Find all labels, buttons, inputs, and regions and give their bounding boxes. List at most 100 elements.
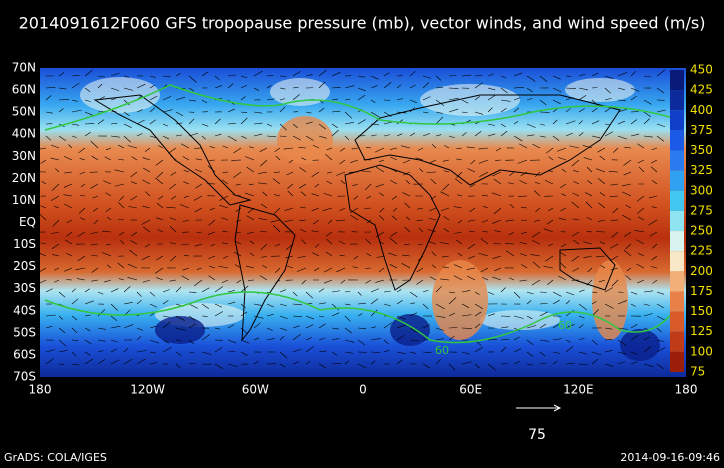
latitude-label: EQ: [19, 215, 36, 229]
colorbar-swatch: [670, 251, 684, 272]
wind-vector: [52, 254, 60, 257]
wind-vector: [623, 249, 632, 257]
wind-vector: [110, 348, 117, 353]
wind-vector: [582, 145, 593, 149]
wind-vector: [97, 359, 106, 365]
wind-vector: [312, 219, 320, 225]
wind-vectors: [36, 69, 666, 371]
wind-vector: [513, 336, 520, 341]
wind-vector: [162, 315, 170, 318]
wind-vector: [595, 168, 606, 173]
wind-vector: [453, 264, 463, 269]
wind-vector: [370, 298, 379, 305]
wind-vector: [305, 315, 315, 320]
wind-vector: [97, 96, 105, 101]
wind-vector: [292, 71, 301, 77]
wind-vector: [487, 133, 496, 137]
wind-vector: [610, 243, 619, 249]
wind-vector: [357, 87, 366, 92]
wind-vector: [149, 95, 158, 101]
wind-vector: [370, 85, 378, 89]
wind-vector: [331, 129, 339, 137]
wind-vector: [500, 339, 509, 341]
wind-vector: [443, 170, 450, 173]
wind-vector: [396, 84, 402, 89]
wind-vector: [558, 156, 567, 161]
wind-vector: [40, 242, 47, 245]
colorbar-label: 325: [690, 163, 713, 177]
wind-vector: [539, 311, 549, 317]
wind-vector: [214, 118, 221, 125]
wind-vector: [168, 147, 177, 154]
wind-vector: [630, 291, 638, 295]
wind-vector: [533, 190, 541, 197]
wind-vector: [389, 180, 398, 185]
wind-vector: [583, 157, 593, 161]
wind-vector: [175, 73, 181, 77]
wind-vector: [77, 231, 86, 237]
colorbar-swatch: [670, 271, 684, 292]
wind-vector: [149, 362, 157, 365]
wind-vector: [71, 351, 77, 357]
wind-vector: [105, 192, 112, 197]
wind-vector: [331, 312, 340, 317]
wind-vector: [611, 219, 619, 221]
wind-vector: [331, 98, 339, 101]
wind-vector: [331, 123, 339, 129]
reference-arrowhead: [553, 404, 562, 412]
wind-vector: [344, 135, 350, 141]
wind-vector: [244, 156, 255, 161]
wind-vector: [84, 327, 91, 332]
wind-vector: [149, 85, 155, 89]
wind-vector: [130, 240, 138, 245]
wind-vector: [105, 147, 112, 151]
wind-vector: [526, 325, 537, 329]
wind-vector: [352, 266, 359, 269]
wind-vector: [349, 207, 359, 214]
wind-vector: [422, 82, 430, 89]
wind-vector: [643, 346, 652, 353]
wind-vector: [166, 206, 177, 209]
wind-vector: [136, 335, 142, 341]
wind-vector: [612, 207, 619, 214]
wind-vector: [311, 230, 320, 233]
wind-vector: [240, 311, 248, 317]
wind-vector: [50, 144, 60, 149]
wind-vector: [583, 255, 593, 259]
wind-vector: [431, 251, 437, 257]
wind-vector: [196, 231, 203, 234]
wind-vector: [612, 147, 619, 153]
wind-vector: [103, 180, 112, 185]
wind-vector: [487, 94, 496, 101]
wind-vector: [155, 159, 164, 166]
wind-vector: [227, 301, 236, 305]
wind-vector: [357, 363, 367, 369]
wind-vector: [58, 315, 64, 320]
colorbar-swatch: [670, 170, 684, 191]
wind-vector: [578, 108, 585, 113]
wind-vector: [266, 75, 274, 77]
wind-vector: [643, 111, 651, 118]
wind-vector: [223, 255, 229, 259]
wind-vector: [162, 135, 170, 140]
wind-vector: [643, 363, 654, 368]
wind-vector: [266, 314, 274, 317]
wind-vector: [389, 264, 398, 269]
wind-vector: [617, 361, 626, 365]
wind-vector: [156, 277, 164, 281]
wind-vector: [357, 75, 365, 78]
wind-vector: [617, 300, 627, 305]
wind-vector: [58, 72, 65, 77]
wind-vector: [526, 134, 535, 137]
wind-vector: [363, 159, 372, 161]
wind-vector: [247, 207, 255, 214]
wind-vector: [331, 87, 341, 89]
wind-vector: [597, 219, 606, 222]
wind-vector: [565, 309, 575, 317]
wind-vector: [136, 358, 146, 365]
wind-vector: [457, 252, 463, 257]
wind-vector: [292, 333, 301, 341]
wind-vector: [648, 219, 658, 226]
wind-vector: [643, 313, 653, 317]
wind-vector: [169, 242, 177, 245]
